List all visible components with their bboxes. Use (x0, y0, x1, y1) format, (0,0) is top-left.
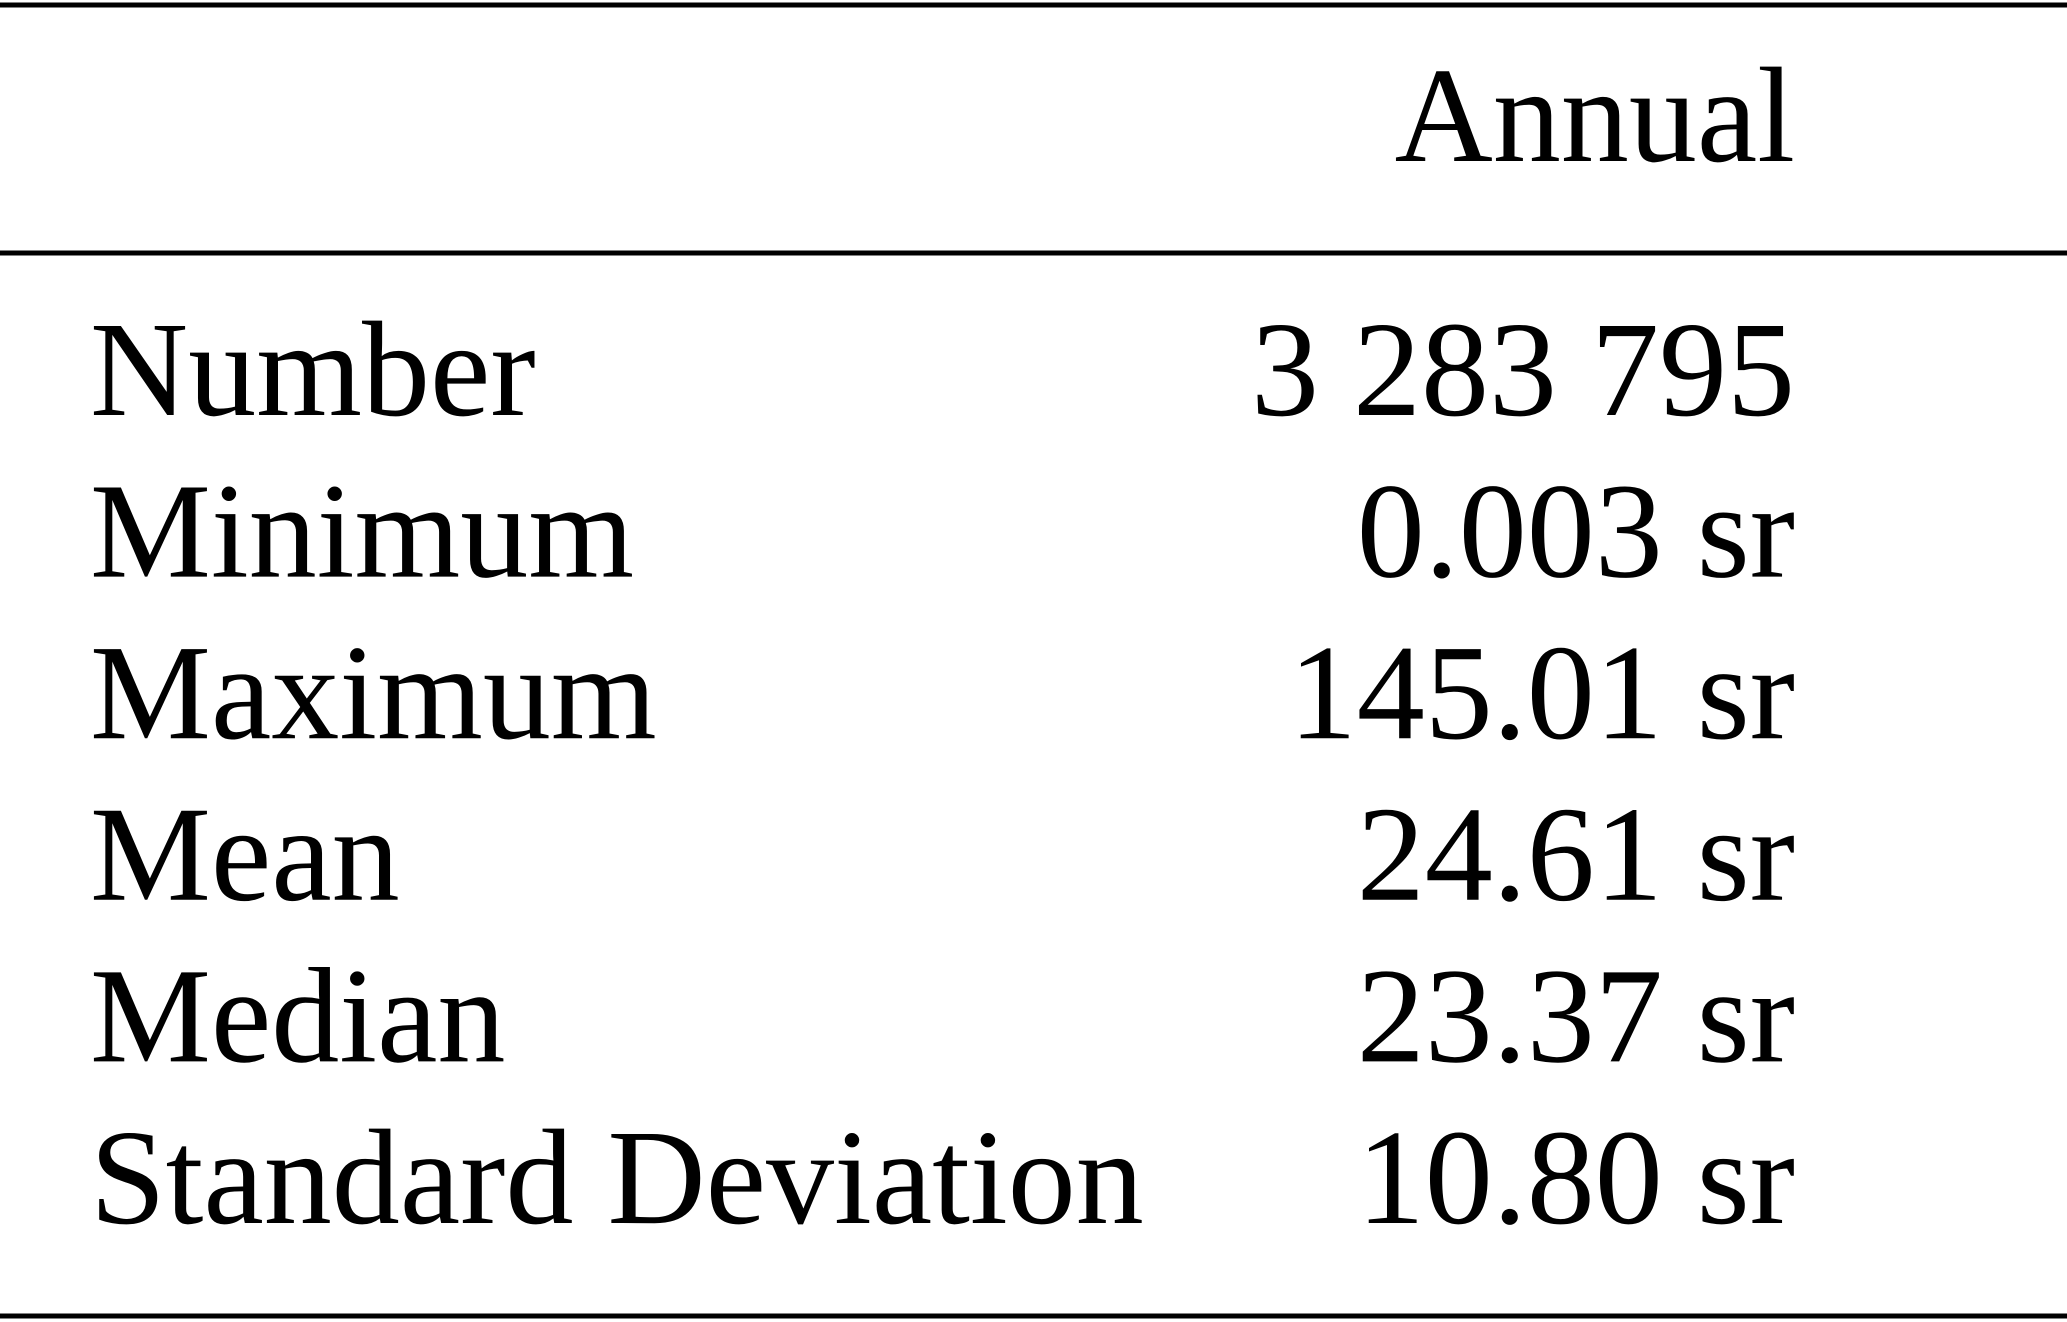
row-value: 10.80 sr (1357, 1103, 1795, 1253)
column-header: Annual (1395, 41, 1795, 191)
row-label: Median (90, 941, 505, 1091)
row-label: Number (90, 295, 536, 445)
row-label: Maximum (90, 618, 657, 768)
row-value: 0.003 sr (1357, 457, 1795, 607)
row-label: Minimum (90, 457, 634, 607)
row-label: Standard Deviation (90, 1103, 1144, 1253)
row-label: Mean (90, 780, 400, 930)
row-value: 23.37 sr (1357, 941, 1795, 1091)
row-value: 3 283 795 (1251, 295, 1795, 445)
row-value: 145.01 sr (1289, 618, 1795, 768)
row-value: 24.61 sr (1357, 780, 1795, 930)
